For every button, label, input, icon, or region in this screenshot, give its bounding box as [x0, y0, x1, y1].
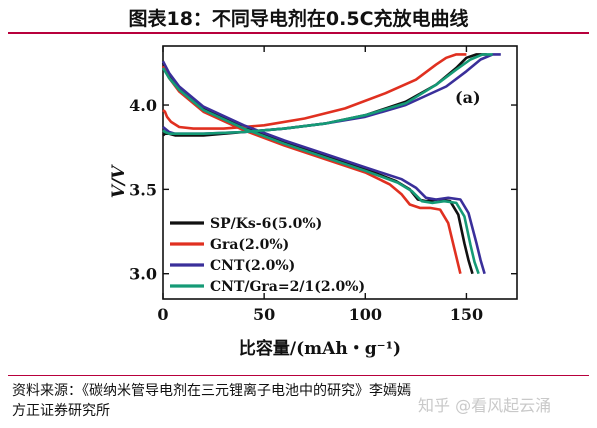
source-line-2: 方正证券研究所 — [12, 403, 110, 419]
x-tick-label: 150 — [450, 305, 483, 324]
legend-label-4: CNT/Gra=2/1(2.0%) — [210, 279, 365, 295]
y-axis-label: V/V — [109, 164, 129, 198]
x-tick-label: 0 — [157, 305, 168, 324]
series-4-charge-line — [162, 53, 493, 135]
chart-title: 图表18：不同导电剂在0.5C充放电曲线 — [128, 8, 469, 30]
plot-area — [162, 45, 518, 300]
x-tick-label: 100 — [349, 305, 382, 324]
y-tick-label: 4.0 — [129, 96, 157, 115]
y-tick-label: 3.0 — [129, 265, 157, 284]
x-tick-label: 50 — [253, 305, 275, 324]
legend: SP/Ks-6(5.0%) Gra(2.0%) CNT(2.0%) CNT/Gra=2… — [170, 216, 365, 295]
source-line-1: 资料来源：《碳纳米管导电剂在三元锂离子电池中的研究》李嫣嫣 — [12, 383, 411, 399]
title-divider — [8, 32, 589, 34]
watermark: 知乎 @看风起云涌 — [418, 396, 552, 415]
x-axis-label: 比容量/(mAh・g⁻¹) — [239, 338, 401, 359]
panel-label: (a) — [455, 88, 481, 107]
axes-group: 0 50 100 150 3.0 3.5 4.0 — [129, 46, 517, 324]
series-group — [161, 53, 501, 275]
legend-label-1: SP/Ks-6(5.0%) — [210, 216, 322, 232]
legend-label-3: CNT(2.0%) — [210, 258, 295, 274]
series-4-discharge-line — [161, 67, 480, 275]
series-3-discharge-line — [161, 60, 486, 275]
legend-label-2: Gra(2.0%) — [210, 237, 289, 253]
y-tick-label: 3.5 — [129, 180, 157, 199]
source-note: 资料来源：《碳纳米管导电剂在三元锂离子电池中的研究》李嫣嫣 方正证券研究所 — [12, 381, 432, 421]
charge-discharge-chart: 0 50 100 150 3.0 3.5 4.0 SP/Ks-6(5.0%) Gra(2.0%… — [109, 45, 518, 359]
source-divider — [8, 375, 589, 376]
series-2-charge-line — [162, 53, 467, 130]
plot-frame — [162, 45, 518, 300]
